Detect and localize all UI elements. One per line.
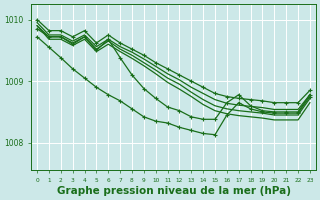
X-axis label: Graphe pression niveau de la mer (hPa): Graphe pression niveau de la mer (hPa) bbox=[57, 186, 291, 196]
